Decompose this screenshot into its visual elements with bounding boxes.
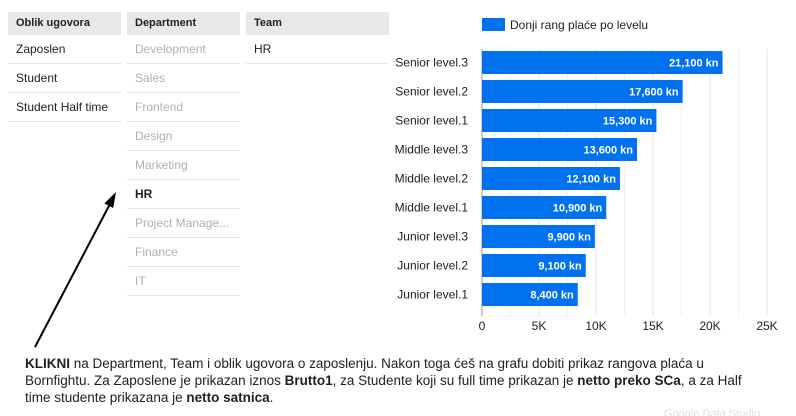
filter-department-item[interactable]: Project Manage... (127, 209, 240, 238)
category-label: Middle level.3 (395, 143, 469, 157)
arrow-head (104, 192, 116, 208)
bar-value-label: 21,100 kn (669, 58, 719, 70)
filter-department-item[interactable]: HR (127, 180, 240, 209)
legend-label: Donji rang plaće po levelu (510, 18, 648, 32)
category-label: Senior level.2 (395, 85, 468, 99)
filter-team: Team HR (246, 12, 389, 64)
bar[interactable] (482, 109, 657, 132)
filter-department-item[interactable]: Frontend (127, 93, 240, 122)
note-text: na Department, Team i oblik ugovora o za… (25, 356, 704, 388)
bar-value-label: 12,100 kn (566, 174, 616, 186)
filter-oblik-ugovora-header[interactable]: Oblik ugovora (8, 12, 121, 35)
category-label: Middle level.2 (395, 172, 469, 186)
filter-department-item[interactable]: Sales (127, 64, 240, 93)
bar[interactable] (482, 196, 607, 219)
note-emphasis: netto preko SCa (577, 373, 681, 388)
x-tick-label: 10K (585, 319, 606, 333)
filter-department: Department Development Sales Frontend Desig… (127, 12, 240, 296)
category-label: Junior level.1 (397, 288, 468, 302)
category-label: Senior level.1 (395, 114, 468, 128)
bar-value-label: 9,100 kn (538, 261, 582, 273)
data-studio-watermark: Google Data Studio (663, 408, 760, 416)
filter-oblik-ugovora: Oblik ugovora Zaposlen Student Student Hal… (8, 12, 121, 122)
category-label: Middle level.1 (395, 201, 469, 215)
filter-team-list: HR (246, 35, 389, 64)
filter-team-item[interactable]: HR (246, 35, 389, 64)
pointer-arrow (34, 192, 116, 348)
filter-department-item[interactable]: Marketing (127, 151, 240, 180)
bars: 21,100 kn Senior level.3 17,600 kn Senior l… (395, 51, 723, 306)
filter-department-list: Development Sales Frontend Design Marketing H… (127, 35, 240, 296)
bar-value-label: 13,600 kn (583, 145, 633, 157)
x-tick-label: 5K (532, 319, 547, 333)
note-emphasis: netto satnica (186, 390, 270, 405)
bar-value-label: 15,300 kn (603, 116, 653, 128)
bar[interactable] (482, 283, 578, 306)
x-tick-label: 0 (479, 319, 486, 333)
bar-value-label: 17,600 kn (629, 87, 679, 99)
category-label: Junior level.3 (397, 230, 468, 244)
filter-department-header[interactable]: Department (127, 12, 240, 35)
legend-swatch (482, 18, 505, 31)
x-tick-label: 25K (756, 319, 777, 333)
instruction-note: KLIKNI na Department, Team i oblik ugovo… (25, 355, 765, 406)
filter-oblik-item[interactable]: Zaposlen (8, 35, 121, 64)
bar-value-label: 10,900 kn (553, 203, 603, 215)
x-axis-ticks: 0 5K 10K 15K 20K 25K (479, 319, 778, 333)
legend: Donji rang plaće po levelu (482, 18, 648, 32)
filter-department-item[interactable]: Finance (127, 238, 240, 267)
note-emphasis: KLIKNI (25, 356, 70, 371)
filter-oblik-item[interactable]: Student (8, 64, 121, 93)
x-tick-label: 15K (642, 319, 663, 333)
note-text: , a za Half time studente prikazana je (25, 373, 742, 405)
bar[interactable] (482, 167, 620, 190)
note-text: . (269, 390, 274, 405)
x-tick-label: 20K (699, 319, 720, 333)
filter-oblik-ugovora-list: Zaposlen Student Student Half time (8, 35, 121, 122)
bar-value-label: 8,400 kn (530, 290, 574, 302)
bar-value-label: 9,900 kn (547, 232, 591, 244)
bar[interactable] (482, 225, 595, 248)
filter-department-item[interactable]: IT (127, 267, 240, 296)
bar[interactable] (482, 138, 638, 161)
filter-department-item[interactable]: Development (127, 35, 240, 64)
category-label: Senior level.3 (395, 56, 468, 70)
category-label: Junior level.2 (397, 259, 468, 273)
filter-oblik-item[interactable]: Student Half time (8, 93, 121, 122)
bar[interactable] (482, 51, 723, 74)
arrow-line (34, 201, 112, 348)
bar[interactable] (482, 254, 586, 277)
bar[interactable] (482, 80, 683, 103)
filter-department-item[interactable]: Design (127, 122, 240, 151)
note-emphasis: Brutto1 (284, 373, 333, 388)
filter-team-header[interactable]: Team (246, 12, 389, 35)
note-text: , za Studente koji su full time prikazan… (332, 373, 578, 388)
